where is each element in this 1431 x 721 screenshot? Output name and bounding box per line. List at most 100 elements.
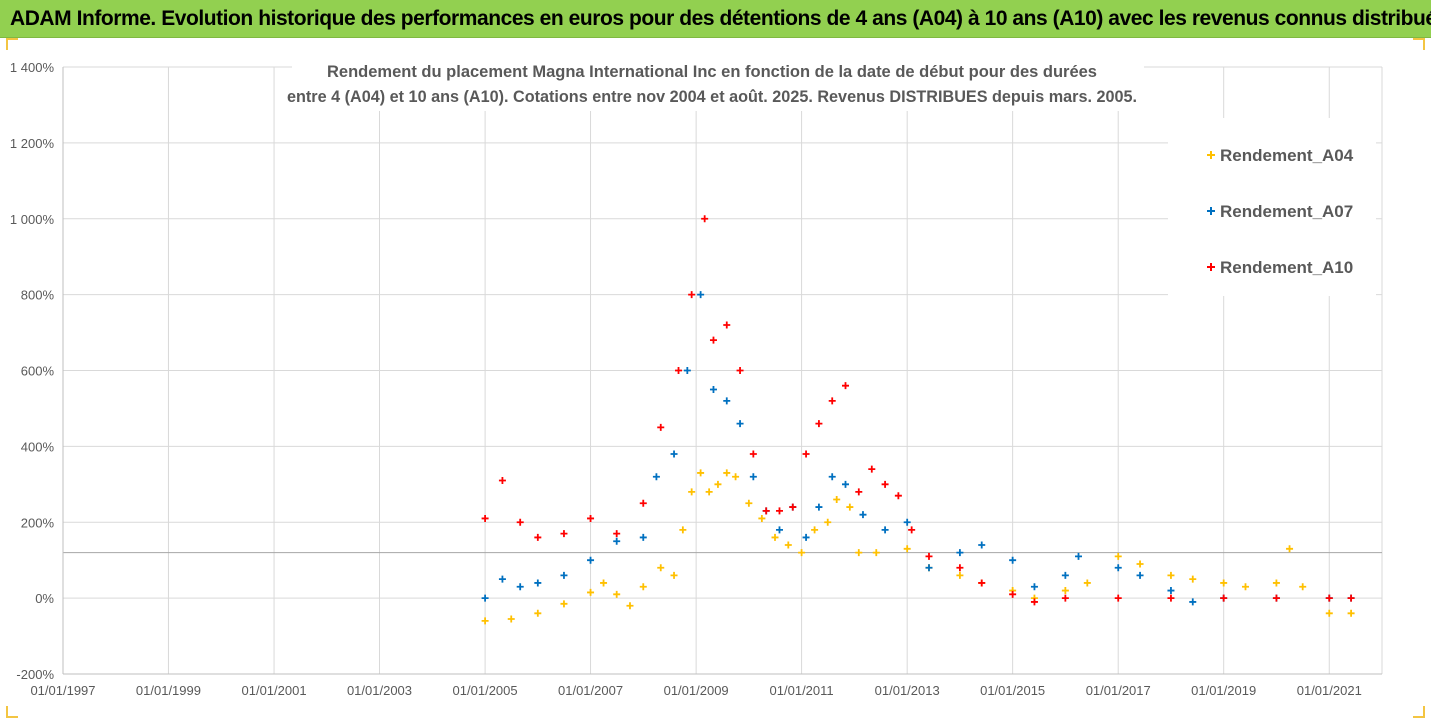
data-point <box>842 480 850 488</box>
x-tick-label: 01/01/2007 <box>558 683 623 698</box>
data-point <box>956 549 964 557</box>
data-point <box>1347 609 1355 617</box>
data-point <box>978 579 986 587</box>
data-point <box>534 609 542 617</box>
report-banner: ADAM Informe. Evolution historique des p… <box>0 0 1431 38</box>
series-Rendement_A10 <box>481 215 1355 606</box>
data-point <box>908 526 916 534</box>
data-point <box>749 450 757 458</box>
data-point <box>956 564 964 572</box>
data-point <box>1061 587 1069 595</box>
data-point <box>762 507 770 515</box>
data-point <box>811 526 819 534</box>
data-point <box>560 530 568 538</box>
data-point <box>1299 583 1307 591</box>
data-point <box>1167 594 1175 602</box>
data-point <box>736 367 744 374</box>
data-point <box>775 507 783 515</box>
data-point <box>842 382 850 390</box>
data-point <box>1030 598 1038 606</box>
x-tick-label: 01/01/2019 <box>1191 683 1256 698</box>
data-point <box>613 590 621 598</box>
y-tick-label: 1 400% <box>10 60 55 75</box>
x-tick-label: 01/01/2009 <box>664 683 729 698</box>
data-point <box>749 473 757 481</box>
data-point <box>1325 594 1333 602</box>
data-point <box>903 545 911 553</box>
data-point <box>639 533 647 541</box>
legend-background <box>1168 118 1376 296</box>
data-point <box>507 615 515 623</box>
data-point <box>872 549 880 557</box>
data-point <box>516 583 524 591</box>
data-point <box>683 367 691 374</box>
data-point <box>697 469 705 477</box>
data-point <box>481 617 489 625</box>
data-point <box>1075 552 1082 560</box>
data-point <box>600 579 608 587</box>
x-tick-label: 01/01/1997 <box>30 683 95 698</box>
data-point <box>1114 552 1122 560</box>
data-point <box>723 397 731 405</box>
scatter-chart: -200% 0% 200% 400% 600% 800% 1 000% 1 200% 1 400… <box>10 53 1383 698</box>
frame-corner-tl <box>6 38 18 50</box>
data-point <box>833 495 841 503</box>
data-point <box>745 499 753 507</box>
data-point <box>1220 579 1228 587</box>
y-tick-label: -200% <box>16 667 54 682</box>
data-point <box>657 564 665 572</box>
data-point <box>652 473 660 481</box>
data-point <box>828 397 836 405</box>
data-point <box>758 514 766 522</box>
y-tick-label: 400% <box>21 439 55 454</box>
data-point <box>670 450 678 458</box>
data-point <box>639 499 647 507</box>
data-point <box>771 533 779 541</box>
data-point <box>1189 598 1197 606</box>
data-point <box>1241 583 1249 591</box>
data-point <box>723 469 731 477</box>
frame-corner-br <box>1413 706 1425 718</box>
data-point <box>1009 556 1017 564</box>
data-point <box>670 571 678 579</box>
data-point <box>701 215 709 223</box>
data-point <box>789 503 797 511</box>
data-point <box>815 420 823 428</box>
series-Rendement_A04 <box>481 469 1355 625</box>
x-tick-label: 01/01/2011 <box>770 683 834 698</box>
data-point <box>534 579 542 587</box>
legend-label: Rendement_A07 <box>1220 202 1353 221</box>
data-point <box>881 526 889 534</box>
legend-marker <box>1207 151 1215 159</box>
data-point <box>775 526 783 534</box>
data-point <box>868 465 876 473</box>
data-point <box>587 514 595 522</box>
data-point <box>587 556 595 564</box>
frame-corner-bl <box>6 706 18 718</box>
data-point <box>824 518 832 526</box>
data-point <box>894 492 902 500</box>
data-point <box>688 488 696 496</box>
data-point <box>1136 560 1144 568</box>
data-point <box>709 385 717 393</box>
data-point <box>859 511 867 519</box>
y-tick-label: 1 000% <box>10 212 55 227</box>
data-point <box>784 541 792 549</box>
x-tick-label: 01/01/2021 <box>1297 683 1362 698</box>
data-point <box>626 602 634 610</box>
data-point <box>881 480 889 488</box>
y-tick-label: 1 200% <box>10 136 55 151</box>
data-point <box>828 473 836 481</box>
chart-title-line: Rendement du placement Magna Internation… <box>327 63 1097 81</box>
data-point <box>613 530 621 538</box>
data-point <box>855 488 863 496</box>
data-point <box>1286 545 1294 553</box>
data-point <box>1114 564 1122 572</box>
x-tick-label: 01/01/2013 <box>875 683 940 698</box>
data-point <box>903 518 911 526</box>
data-point <box>1136 571 1144 579</box>
legend-marker <box>1207 263 1215 271</box>
x-tick-label: 01/01/1999 <box>136 683 201 698</box>
data-point <box>798 549 806 557</box>
